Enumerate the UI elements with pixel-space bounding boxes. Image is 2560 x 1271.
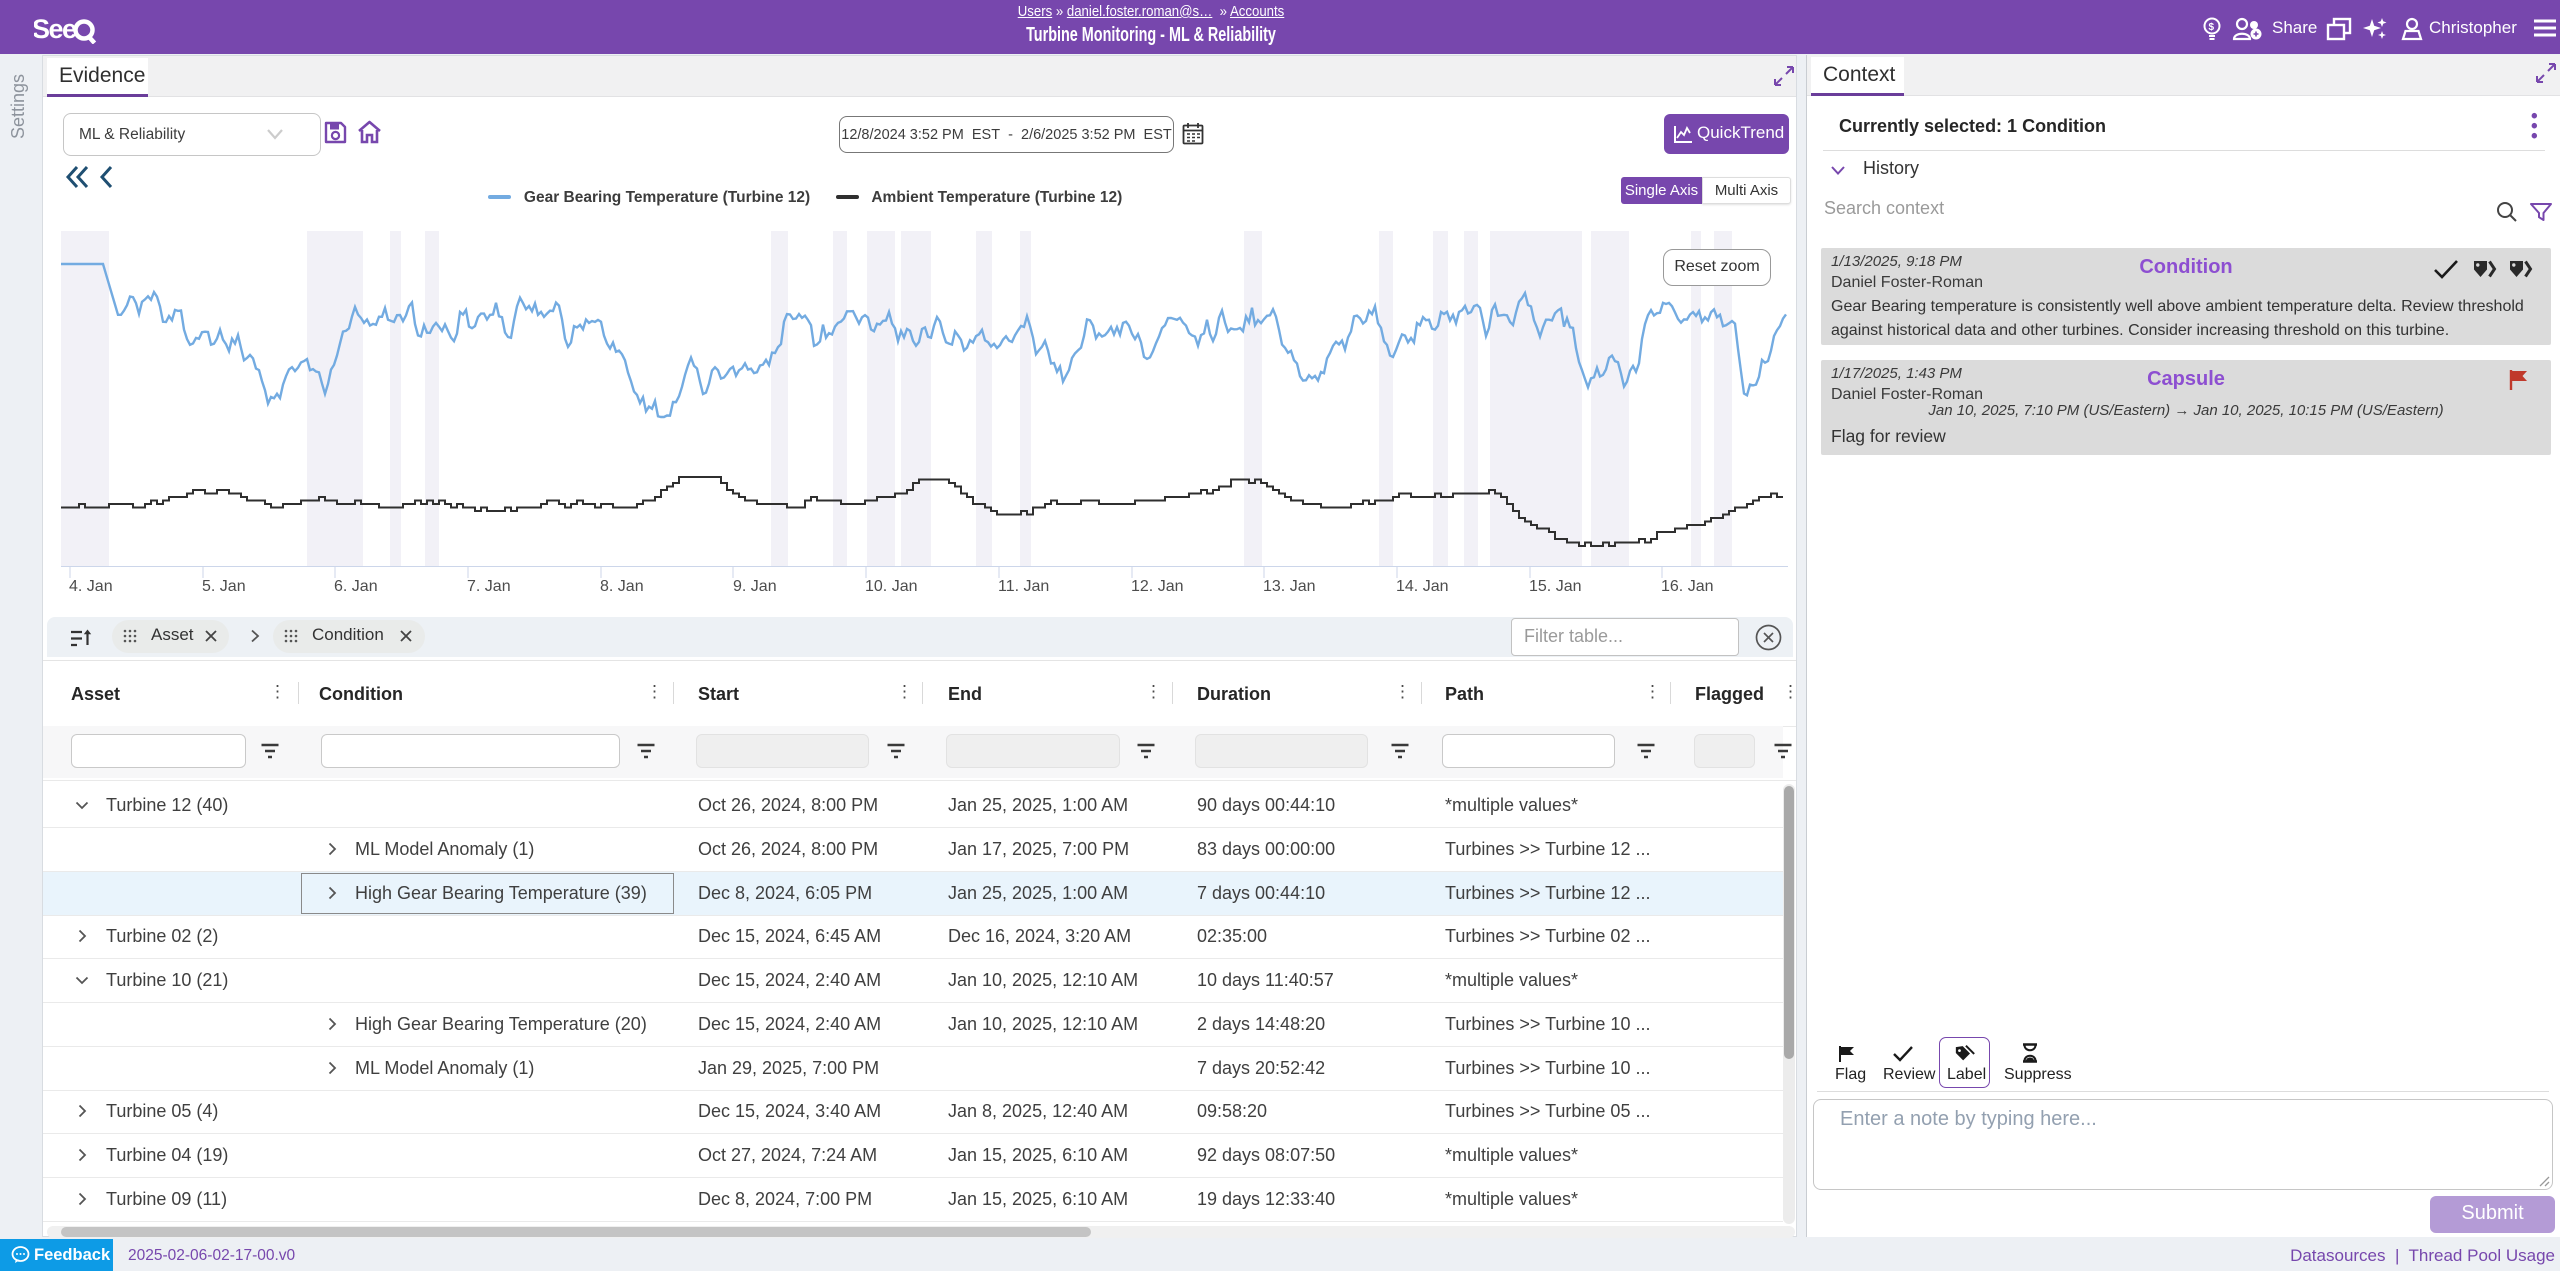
svg-text:See: See [34, 14, 77, 44]
svg-text:$: $ [2209, 22, 2215, 33]
